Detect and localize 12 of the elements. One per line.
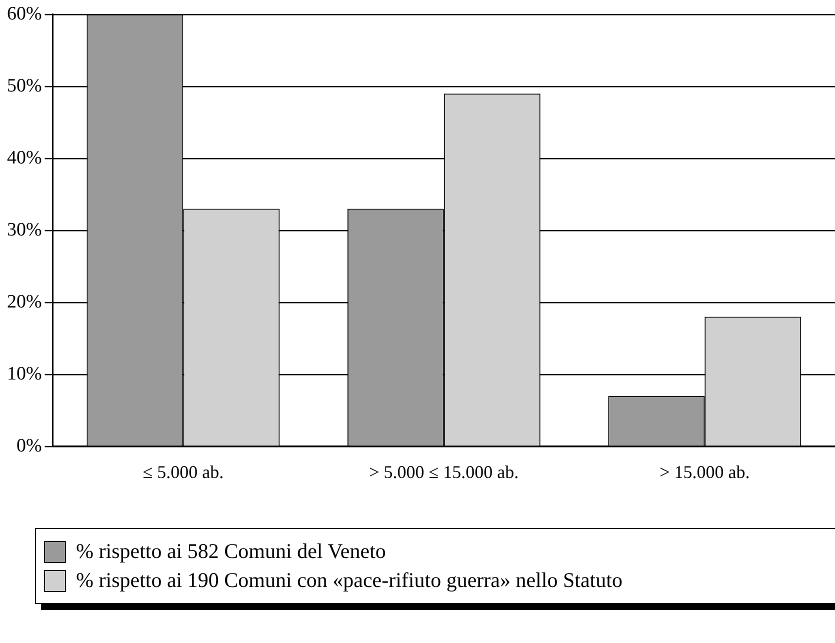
y-tick-label: 60% [7, 3, 42, 24]
y-tick-label: 30% [7, 219, 42, 240]
legend-label: % rispetto ai 190 Comuni con «pace-rifiuto guerra» nello Statuto [76, 568, 622, 593]
x-tick-label: > 5.000 ≤ 15.000 ab. [369, 462, 519, 482]
x-tick-label: ≤ 5.000 ab. [142, 462, 224, 482]
y-tick-label: 0% [16, 435, 42, 456]
y-tick-label: 40% [7, 147, 42, 168]
x-tick-label: > 15.000 ab. [660, 462, 750, 482]
y-tick-label: 50% [7, 75, 42, 96]
legend-label: % rispetto ai 582 Comuni del Veneto [76, 539, 386, 564]
y-tick-label: 10% [7, 363, 42, 384]
y-tick-label: 20% [7, 291, 42, 312]
